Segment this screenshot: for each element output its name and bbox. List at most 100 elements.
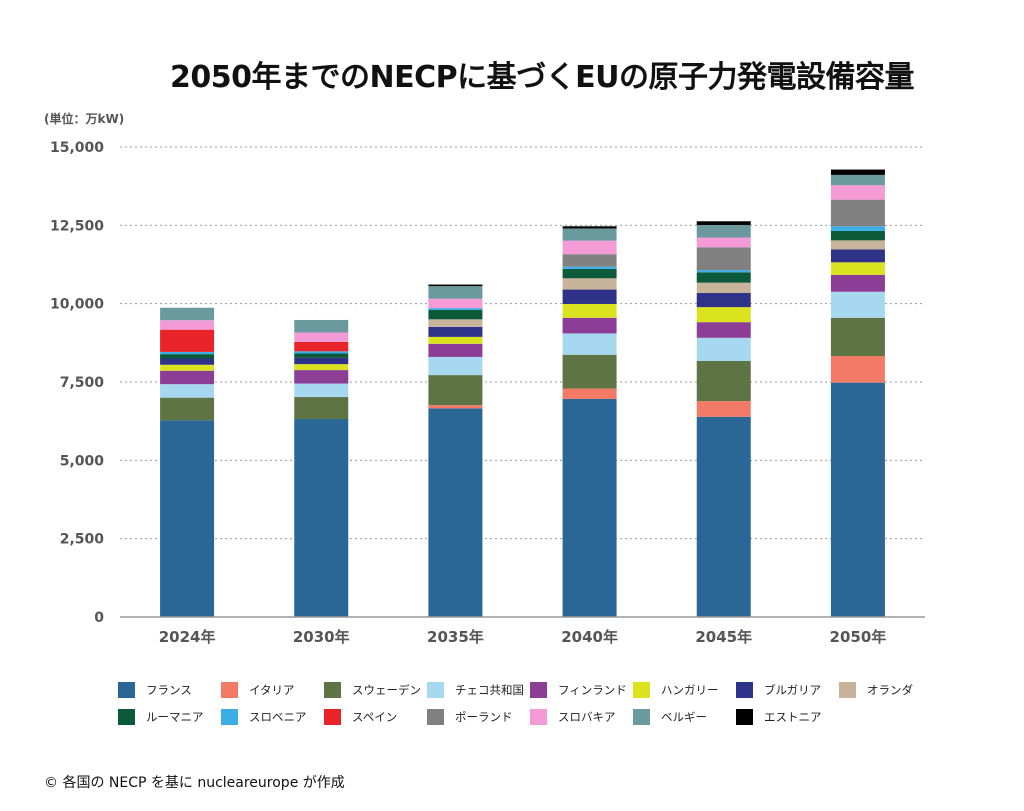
axes: 0 2,500 5,000 7,500 10,000 12,500 15,000 2024年 2… bbox=[50, 140, 925, 646]
bar-segment bbox=[830, 185, 885, 200]
bar-segment bbox=[294, 341, 349, 352]
bar-segment bbox=[160, 397, 215, 421]
bar-segment bbox=[562, 333, 617, 355]
bar-segment bbox=[830, 249, 885, 263]
bar-segment bbox=[830, 199, 885, 227]
bar-segment bbox=[428, 336, 483, 344]
bar-segment bbox=[294, 418, 349, 617]
legend-swatch bbox=[633, 682, 650, 698]
legend-label: フランス bbox=[146, 683, 192, 697]
bar-segment bbox=[428, 375, 483, 406]
legend-item: エストニア bbox=[736, 709, 822, 725]
legend-item: ブルガリア bbox=[736, 682, 821, 698]
bar-segment bbox=[696, 225, 751, 238]
legend-label: スロバキア bbox=[558, 710, 616, 724]
bars bbox=[160, 169, 885, 617]
bar-segment bbox=[830, 240, 885, 250]
legend-item: スペイン bbox=[324, 709, 397, 725]
x-tick-label: 2035年 bbox=[427, 628, 484, 646]
bar-segment bbox=[294, 364, 349, 371]
y-tick-label: 15,000 bbox=[50, 140, 104, 156]
bar-segment bbox=[696, 307, 751, 323]
bar-segment bbox=[562, 303, 617, 318]
legend-item: スロベニア bbox=[221, 709, 307, 725]
legend-item: フランス bbox=[118, 682, 192, 698]
bar-segment bbox=[696, 221, 751, 226]
chart-title: 2050年までのNECPに基づくEUの原子力発電設備容量 bbox=[170, 60, 914, 95]
legend-label: ルーマニア bbox=[146, 710, 204, 724]
bar-segment bbox=[428, 284, 483, 287]
bar-segment bbox=[562, 228, 617, 241]
bar-segment bbox=[160, 329, 215, 352]
bar-segment bbox=[160, 420, 215, 617]
legend-item: オランダ bbox=[839, 682, 913, 698]
legend-item: フィンランド bbox=[530, 682, 627, 698]
bar-segment bbox=[562, 289, 617, 304]
legend-label: エストニア bbox=[764, 710, 822, 724]
bar-segment bbox=[830, 274, 885, 292]
legend-swatch bbox=[324, 682, 341, 698]
x-tick-label: 2024年 bbox=[159, 628, 216, 646]
bar-segment bbox=[160, 354, 215, 359]
bar-segment bbox=[294, 383, 349, 398]
bar-segment bbox=[696, 282, 751, 294]
legend-label: スペイン bbox=[352, 710, 398, 724]
bar-segment bbox=[428, 326, 483, 337]
bar-segment bbox=[160, 358, 215, 365]
bar-segment bbox=[696, 272, 751, 283]
bar-segment bbox=[562, 388, 617, 399]
legend-label: ハンガリー bbox=[661, 683, 719, 697]
legend-swatch bbox=[118, 709, 135, 725]
bar-segment bbox=[696, 270, 751, 273]
y-tick-label: 7,500 bbox=[60, 375, 105, 391]
x-tick-label: 2030年 bbox=[293, 628, 350, 646]
y-axis-unit-label: (単位：万kW) bbox=[44, 112, 125, 126]
bar-segment bbox=[696, 416, 751, 617]
y-tick-label: 2,500 bbox=[60, 532, 105, 548]
bar-segment bbox=[830, 230, 885, 241]
legend-swatch bbox=[427, 682, 444, 698]
legend-swatch bbox=[736, 682, 753, 698]
bar-segment bbox=[428, 405, 483, 409]
bar-segment bbox=[830, 291, 885, 318]
legend-label: フィンランド bbox=[558, 683, 627, 697]
legend-item: ルーマニア bbox=[118, 709, 204, 725]
legend-swatch bbox=[324, 709, 341, 725]
bar-segment bbox=[428, 343, 483, 357]
bar-segment bbox=[428, 308, 483, 310]
bar-segment bbox=[562, 354, 617, 389]
bar-segment bbox=[562, 268, 617, 279]
x-tick-label: 2050年 bbox=[830, 628, 887, 646]
bar-segment bbox=[160, 370, 215, 385]
x-tick-label: 2045年 bbox=[695, 628, 752, 646]
legend-item: ハンガリー bbox=[633, 682, 719, 698]
bar-segment bbox=[562, 254, 617, 267]
legend-label: イタリア bbox=[249, 683, 295, 697]
legend-item: チェコ共和国 bbox=[427, 682, 524, 698]
bar-segment bbox=[428, 309, 483, 320]
x-tick-label: 2040年 bbox=[561, 628, 618, 646]
bar-segment bbox=[696, 337, 751, 362]
bar-segment bbox=[294, 357, 349, 365]
legend-swatch bbox=[427, 709, 444, 725]
legend-swatch bbox=[221, 709, 238, 725]
legend-swatch bbox=[736, 709, 753, 725]
bar-segment bbox=[830, 174, 885, 186]
bar-segment bbox=[160, 364, 215, 371]
legend-label: ポーランド bbox=[455, 710, 513, 724]
bar-segment bbox=[160, 307, 215, 321]
legend-label: オランダ bbox=[867, 683, 913, 697]
stacked-bar-chart: 0 2,500 5,000 7,500 10,000 12,500 15,000 2024年 2… bbox=[50, 140, 925, 646]
bar-segment bbox=[562, 266, 617, 269]
bar-segment bbox=[294, 351, 349, 354]
bar-segment bbox=[830, 226, 885, 231]
bar-segment bbox=[428, 286, 483, 299]
bar-segment bbox=[830, 317, 885, 356]
bar-segment bbox=[294, 353, 349, 358]
bar-segment bbox=[696, 237, 751, 248]
legend-swatch bbox=[633, 709, 650, 725]
legend-label: ベルギー bbox=[661, 710, 707, 724]
bar-segment bbox=[428, 298, 483, 309]
bar-segment bbox=[428, 408, 483, 617]
legend-label: ブルガリア bbox=[764, 683, 822, 697]
